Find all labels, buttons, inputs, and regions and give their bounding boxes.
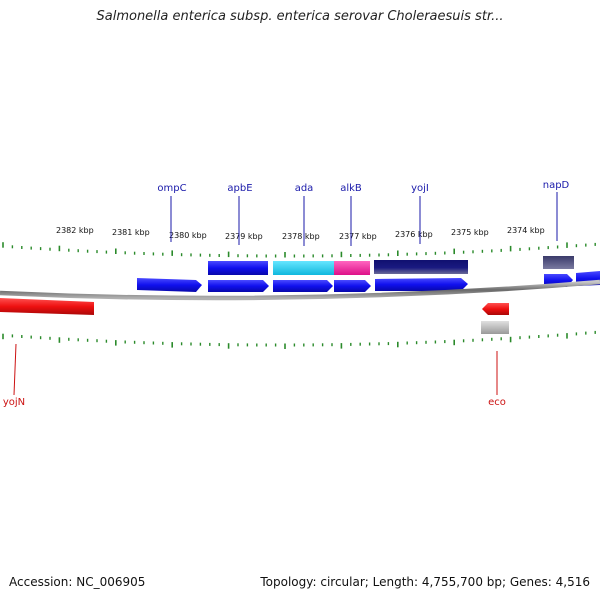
scale-label-2375: 2375 kbp	[451, 228, 489, 237]
scale-label-2376: 2376 kbp	[395, 230, 433, 239]
gene-label-yojN[interactable]: yojN	[3, 397, 25, 408]
yojN-leader	[13, 343, 17, 396]
gene-arrow-yojI[interactable]	[375, 278, 468, 291]
gene-label-eco[interactable]: eco	[488, 397, 506, 408]
genome-title: Salmonella enterica subsp. enterica sero…	[96, 9, 504, 24]
genome-info-label: Topology: circular; Length: 4,755,700 bp…	[260, 575, 590, 589]
scale-label-2382: 2382 kbp	[56, 226, 94, 235]
scale-label-2377: 2377 kbp	[339, 232, 377, 241]
scale-label-2380: 2380 kbp	[169, 231, 207, 240]
scale-label-2381: 2381 kbp	[112, 228, 150, 237]
gene-arrow-apbE[interactable]	[208, 280, 269, 292]
scale-label-2374: 2374 kbp	[507, 226, 545, 235]
scale-labels: 2382 kbp 2381 kbp 2380 kbp 2379 kbp 2378…	[56, 226, 545, 241]
feature-track	[208, 256, 574, 275]
reverse-gene-labels: yojN eco	[3, 343, 506, 408]
feature-napD[interactable]	[543, 256, 574, 269]
gene-arrow-ompC[interactable]	[137, 278, 202, 292]
feature-yojI[interactable]	[374, 260, 468, 274]
feature-apbE[interactable]	[208, 261, 268, 275]
gene-arrow-alkB[interactable]	[334, 280, 371, 292]
outer-tick-ring	[2, 242, 596, 258]
forward-gene-labels: ompC apbE ada alkB yojI napD	[157, 180, 570, 246]
scale-label-2378: 2378 kbp	[282, 232, 320, 241]
gene-label-ada[interactable]: ada	[295, 183, 314, 194]
gene-arrow-ada[interactable]	[273, 280, 333, 292]
accession-label: Accession: NC_006905	[9, 575, 146, 589]
gene-label-alkB[interactable]: alkB	[340, 183, 362, 194]
feature-alkB[interactable]	[334, 261, 370, 275]
feature-ada[interactable]	[273, 261, 334, 275]
scale-label-2379: 2379 kbp	[225, 232, 263, 241]
feature-eco[interactable]	[481, 321, 509, 334]
reverse-genes	[0, 298, 509, 334]
gene-arrow-yojN[interactable]	[0, 298, 94, 315]
genome-backbone	[0, 279, 600, 301]
gene-arrow-eco[interactable]	[482, 303, 509, 315]
gene-label-napD[interactable]: napD	[543, 180, 570, 191]
gene-label-ompC[interactable]: ompC	[157, 183, 186, 194]
gene-label-yojI[interactable]: yojI	[411, 183, 429, 194]
inner-tick-ring	[2, 330, 596, 349]
gene-label-apbE[interactable]: apbE	[227, 183, 252, 194]
